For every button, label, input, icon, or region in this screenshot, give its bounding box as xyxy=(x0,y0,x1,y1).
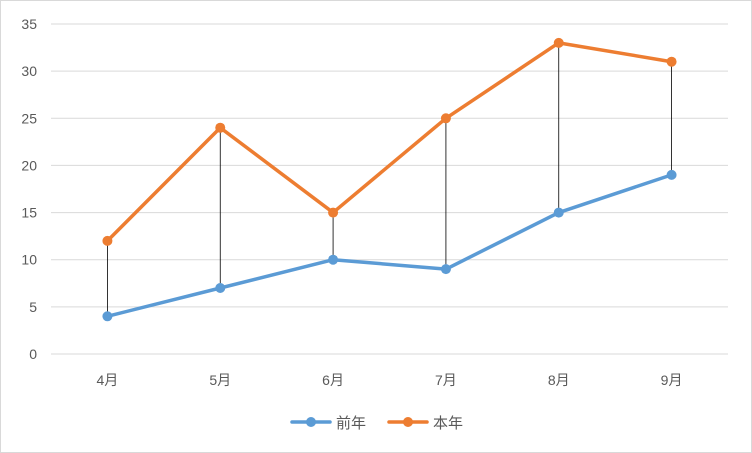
series-line xyxy=(105,41,674,243)
data-point xyxy=(102,235,113,246)
data-point xyxy=(215,122,226,133)
x-tick-label: 8月 xyxy=(548,372,570,388)
data-point xyxy=(553,37,564,48)
data-point xyxy=(440,113,451,124)
x-tick-label: 5月 xyxy=(209,372,231,388)
legend-label: 本年 xyxy=(433,415,463,432)
data-point xyxy=(440,264,451,275)
y-axis-ticks: 0 5 10 15 20 25 30 35 xyxy=(21,16,37,362)
y-tick-label: 15 xyxy=(21,205,37,221)
data-point xyxy=(102,311,113,322)
x-tick-label: 4月 xyxy=(97,372,119,388)
y-tick-label: 30 xyxy=(21,63,37,79)
y-tick-label: 10 xyxy=(21,252,37,268)
y-tick-label: 0 xyxy=(29,346,37,362)
y-tick-label: 25 xyxy=(21,110,37,126)
legend-marker xyxy=(306,417,316,427)
legend-marker xyxy=(403,417,413,427)
y-tick-label: 20 xyxy=(21,157,37,173)
data-point xyxy=(666,56,677,67)
data-point xyxy=(215,283,226,293)
data-point xyxy=(666,169,677,180)
legend: 前年 本年 xyxy=(290,415,463,432)
x-tick-label: 6月 xyxy=(322,372,344,388)
data-point xyxy=(328,254,339,265)
legend-label: 前年 xyxy=(336,415,366,432)
x-axis-ticks: 4月 5月 6月 7月 8月 9月 xyxy=(97,372,683,388)
y-tick-label: 5 xyxy=(29,299,37,315)
x-tick-label: 7月 xyxy=(435,372,457,388)
drop-lines xyxy=(107,42,672,317)
y-tick-label: 35 xyxy=(21,16,37,32)
data-point xyxy=(553,207,564,218)
x-tick-label: 9月 xyxy=(661,372,683,388)
series-line xyxy=(105,173,674,319)
series-lines xyxy=(102,37,677,322)
data-point xyxy=(328,207,339,218)
